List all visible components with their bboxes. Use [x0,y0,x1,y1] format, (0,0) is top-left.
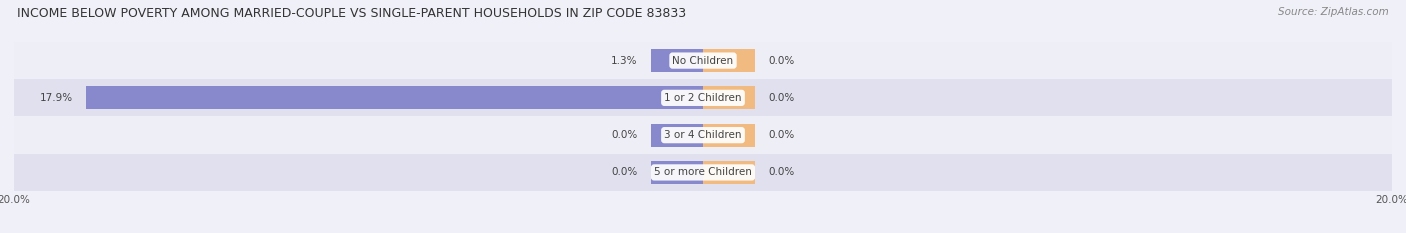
Bar [703,86,755,110]
Bar [14,79,1392,116]
Text: 3 or 4 Children: 3 or 4 Children [664,130,742,140]
Bar [14,154,1392,191]
Text: 0.0%: 0.0% [769,93,794,103]
Text: 1.3%: 1.3% [612,56,637,65]
Text: 0.0%: 0.0% [769,56,794,65]
Text: 1 or 2 Children: 1 or 2 Children [664,93,742,103]
Bar [703,123,755,147]
Text: 17.9%: 17.9% [39,93,73,103]
Text: 0.0%: 0.0% [612,168,637,177]
Bar [651,49,703,72]
Bar [651,161,703,184]
Text: 5 or more Children: 5 or more Children [654,168,752,177]
Bar [651,123,703,147]
Text: No Children: No Children [672,56,734,65]
Text: 0.0%: 0.0% [612,130,637,140]
Text: INCOME BELOW POVERTY AMONG MARRIED-COUPLE VS SINGLE-PARENT HOUSEHOLDS IN ZIP COD: INCOME BELOW POVERTY AMONG MARRIED-COUPL… [17,7,686,20]
Bar [86,86,703,110]
Text: 0.0%: 0.0% [769,168,794,177]
Bar [14,42,1392,79]
Bar [703,49,755,72]
Text: Source: ZipAtlas.com: Source: ZipAtlas.com [1278,7,1389,17]
Bar [14,116,1392,154]
Text: 0.0%: 0.0% [769,130,794,140]
Bar [703,161,755,184]
